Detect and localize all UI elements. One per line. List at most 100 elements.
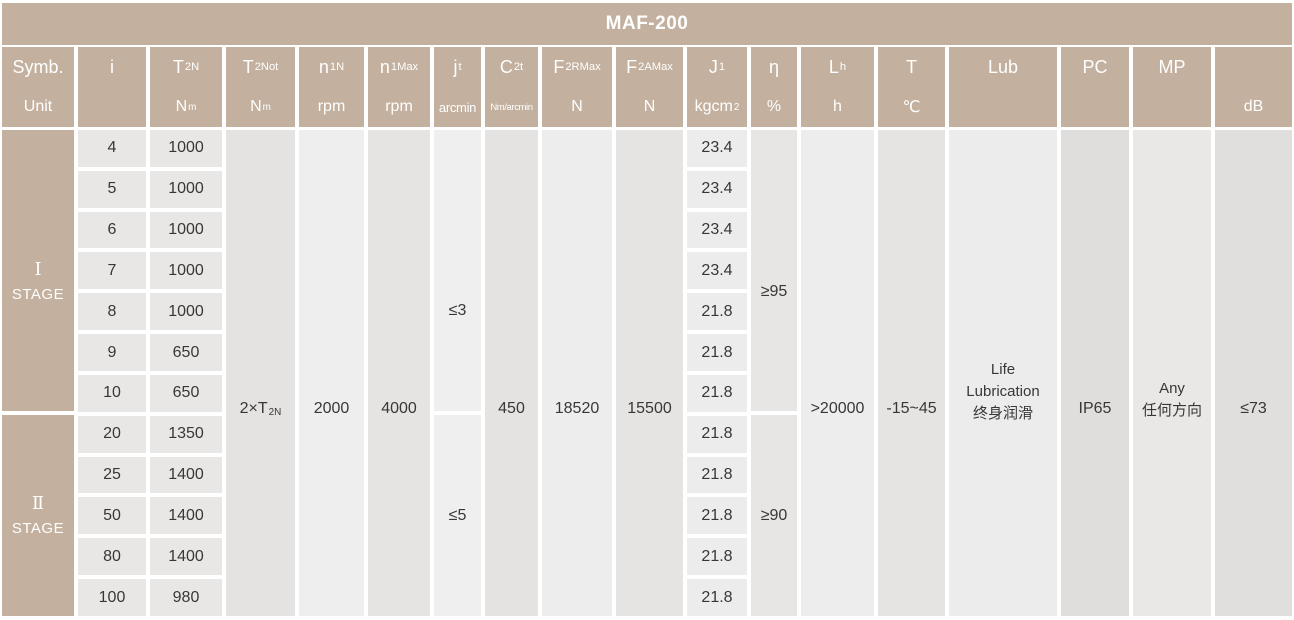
header-symbol: MP bbox=[1158, 56, 1186, 77]
col-f2amax: 15500 bbox=[616, 130, 683, 616]
cell-t2not: 2×T2N bbox=[226, 130, 295, 616]
cell-i-row2: 5 bbox=[78, 170, 146, 208]
cell-i-row3: 6 bbox=[78, 211, 146, 249]
header-symbol: n 1Max bbox=[379, 56, 419, 77]
cell-j1-row12: 21.8 bbox=[687, 579, 747, 616]
cell-j1-row3: 23.4 bbox=[687, 211, 747, 249]
header-col-i: i bbox=[78, 47, 146, 127]
col-f2rmax: 18520 bbox=[542, 130, 612, 616]
cell-j1-row7: 21.8 bbox=[687, 374, 747, 412]
cell-value: ≥90 bbox=[760, 506, 788, 524]
header-symbol: T 2N bbox=[172, 56, 200, 77]
col-pc: IP65 bbox=[1061, 130, 1129, 616]
header-unit: N bbox=[643, 98, 656, 115]
cell-c2t: 450 bbox=[485, 130, 538, 616]
header-unit bbox=[949, 87, 1057, 127]
cell-eta-stage1: ≥95 bbox=[751, 130, 797, 412]
col-db: ≤73 bbox=[1215, 130, 1292, 616]
cell-value: 2000 bbox=[313, 400, 350, 418]
cell-value: Any 任何方向 bbox=[1141, 379, 1202, 419]
cell-t2n-row3: 1000 bbox=[150, 211, 222, 249]
cell-t2n-row7: 650 bbox=[150, 374, 222, 412]
header-unit bbox=[78, 87, 146, 127]
cell-t2n-row8: 1350 bbox=[150, 415, 222, 453]
cell-n1max: 4000 bbox=[368, 130, 430, 616]
cell-value: 2×T2N bbox=[239, 400, 282, 418]
cell-i-row4: 7 bbox=[78, 252, 146, 290]
header-unit: arcmin bbox=[438, 99, 477, 115]
header-col-eta: η % bbox=[751, 47, 797, 127]
cell-j1-row11: 21.8 bbox=[687, 538, 747, 576]
cell-db: ≤73 bbox=[1215, 130, 1292, 616]
cell-j1-row1: 23.4 bbox=[687, 130, 747, 167]
stage2-cell: Ⅱ STAGE bbox=[2, 415, 74, 616]
cell-j1-row4: 23.4 bbox=[687, 252, 747, 290]
cell-j1-row8: 21.8 bbox=[687, 415, 747, 453]
header-col-db: dB bbox=[1215, 47, 1292, 127]
col-temperature: -15~45 bbox=[878, 130, 945, 616]
cell-n1n: 2000 bbox=[299, 130, 364, 616]
cell-j1-row9: 21.8 bbox=[687, 456, 747, 494]
col-c2t: 450 bbox=[485, 130, 538, 616]
header-col-pc: PC bbox=[1061, 47, 1129, 127]
header-unit: N bbox=[571, 98, 583, 115]
col-eta: ≥95 ≥90 bbox=[751, 130, 797, 616]
table-title-bar: MAF-200 bbox=[2, 3, 1292, 45]
cell-value: ≥95 bbox=[760, 282, 788, 300]
header-unit: ℃ bbox=[902, 99, 921, 116]
cell-value: 450 bbox=[498, 400, 525, 418]
cell-value: ≤73 bbox=[1240, 400, 1267, 418]
cell-i-row7: 10 bbox=[78, 374, 146, 412]
cell-pc: IP65 bbox=[1061, 130, 1129, 616]
cell-value: -15~45 bbox=[886, 400, 937, 418]
cell-value: ≤5 bbox=[448, 506, 467, 524]
cell-value: 18520 bbox=[554, 400, 600, 418]
cell-t2n-row11: 1400 bbox=[150, 538, 222, 576]
header-symbol: C 2t bbox=[499, 56, 524, 77]
cell-jt-stage1: ≤3 bbox=[434, 130, 481, 412]
header-col-lub: Lub bbox=[949, 47, 1057, 127]
col-ratio-i: 4 5 6 7 8 9 10 20 25 50 80 100 bbox=[78, 130, 146, 616]
col-lub: Life Lubrication 终身润滑 bbox=[949, 130, 1057, 616]
col-mp: Any 任何方向 bbox=[1133, 130, 1211, 616]
header-col-f2rmax: F 2RMax N bbox=[542, 47, 612, 127]
cell-eta-stage2: ≥90 bbox=[751, 415, 797, 616]
header-symbol: T 2Not bbox=[242, 56, 279, 77]
cell-mp: Any 任何方向 bbox=[1133, 130, 1211, 616]
cell-jt-stage2: ≤5 bbox=[434, 415, 481, 616]
cell-t2n-row6: 650 bbox=[150, 334, 222, 371]
col-j1: 23.4 23.4 23.4 23.4 21.8 21.8 21.8 21.8 21.8 21.8… bbox=[687, 130, 747, 616]
cell-t2n-row12: 980 bbox=[150, 579, 222, 616]
header-col-t: T ℃ bbox=[878, 47, 945, 127]
header-symbol: PC bbox=[1082, 56, 1108, 77]
header-unit: rpm bbox=[317, 98, 346, 115]
header-unit: % bbox=[766, 98, 782, 115]
cell-i-row5: 8 bbox=[78, 293, 146, 331]
header-unit: dB bbox=[1243, 98, 1264, 115]
cell-j1-row6: 21.8 bbox=[687, 334, 747, 371]
cell-i-row10: 50 bbox=[78, 497, 146, 535]
cell-value: 4000 bbox=[381, 400, 417, 418]
cell-t2n-row9: 1400 bbox=[150, 456, 222, 494]
header-unit: kgcm 2 bbox=[694, 98, 740, 115]
stage2-label: Ⅱ STAGE bbox=[11, 492, 65, 537]
header-symbol: F 2RMax bbox=[553, 56, 601, 77]
table-body: Ⅰ STAGE Ⅱ STAGE 4 5 6 7 8 9 10 20 25 50 80 100 1000… bbox=[2, 130, 1292, 616]
cell-t2n-row5: 1000 bbox=[150, 293, 222, 331]
cell-i-row9: 25 bbox=[78, 456, 146, 494]
col-jt: ≤3 ≤5 bbox=[434, 130, 481, 616]
cell-lh: >20000 bbox=[801, 130, 874, 616]
header-symbol: Symb. bbox=[12, 56, 64, 77]
header-unit: h bbox=[833, 98, 842, 115]
cell-value: Life Lubrication 终身润滑 bbox=[966, 361, 1040, 423]
cell-t2n-row1: 1000 bbox=[150, 130, 222, 167]
